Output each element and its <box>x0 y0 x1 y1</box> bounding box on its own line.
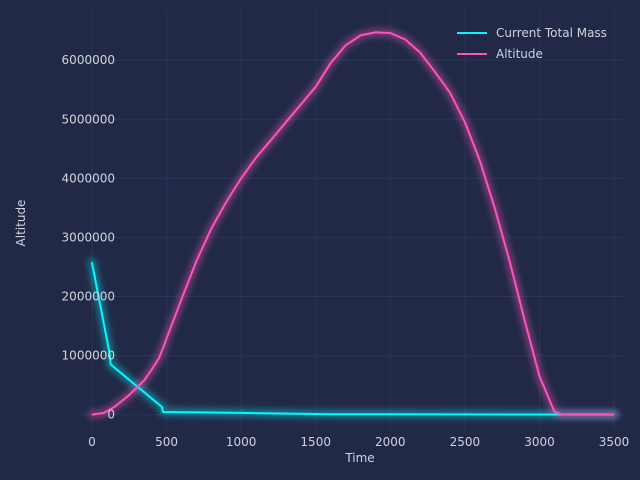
series-lines <box>90 31 615 416</box>
series-line-mass <box>90 262 615 416</box>
y-tick-label: 3000000 <box>62 230 115 244</box>
x-tick-label: 2500 <box>450 435 481 449</box>
series-glow <box>87 27 619 420</box>
legend-label: Altitude <box>496 47 543 61</box>
x-axis-label: Time <box>344 451 374 465</box>
y-tick-label: 0 <box>107 408 115 422</box>
legend: Current Total Mass Altitude <box>457 26 607 61</box>
series-glow-line <box>87 27 619 420</box>
x-tick-label: 0 <box>88 435 96 449</box>
legend-label: Current Total Mass <box>496 26 607 40</box>
grid <box>80 10 626 430</box>
x-tick-label: 1000 <box>226 435 257 449</box>
y-tick-label: 1000000 <box>62 349 115 363</box>
y-axis-label: Altitude <box>14 200 28 247</box>
y-tick-label: 2000000 <box>62 289 115 303</box>
y-axis-ticks: 0 1000000 2000000 3000000 4000000 5000000 6000… <box>62 53 115 421</box>
x-tick-label: 3500 <box>599 435 630 449</box>
x-tick-label: 1500 <box>300 435 331 449</box>
x-tick-label: 3000 <box>524 435 555 449</box>
x-axis-ticks: 0 500 1000 1500 2000 2500 3000 3500 <box>88 435 629 449</box>
x-tick-label: 500 <box>155 435 178 449</box>
x-tick-label: 2000 <box>375 435 406 449</box>
y-tick-label: 4000000 <box>62 171 115 185</box>
y-tick-label: 6000000 <box>62 53 115 67</box>
series-line-altitude <box>91 31 615 416</box>
y-tick-label: 5000000 <box>62 112 115 126</box>
